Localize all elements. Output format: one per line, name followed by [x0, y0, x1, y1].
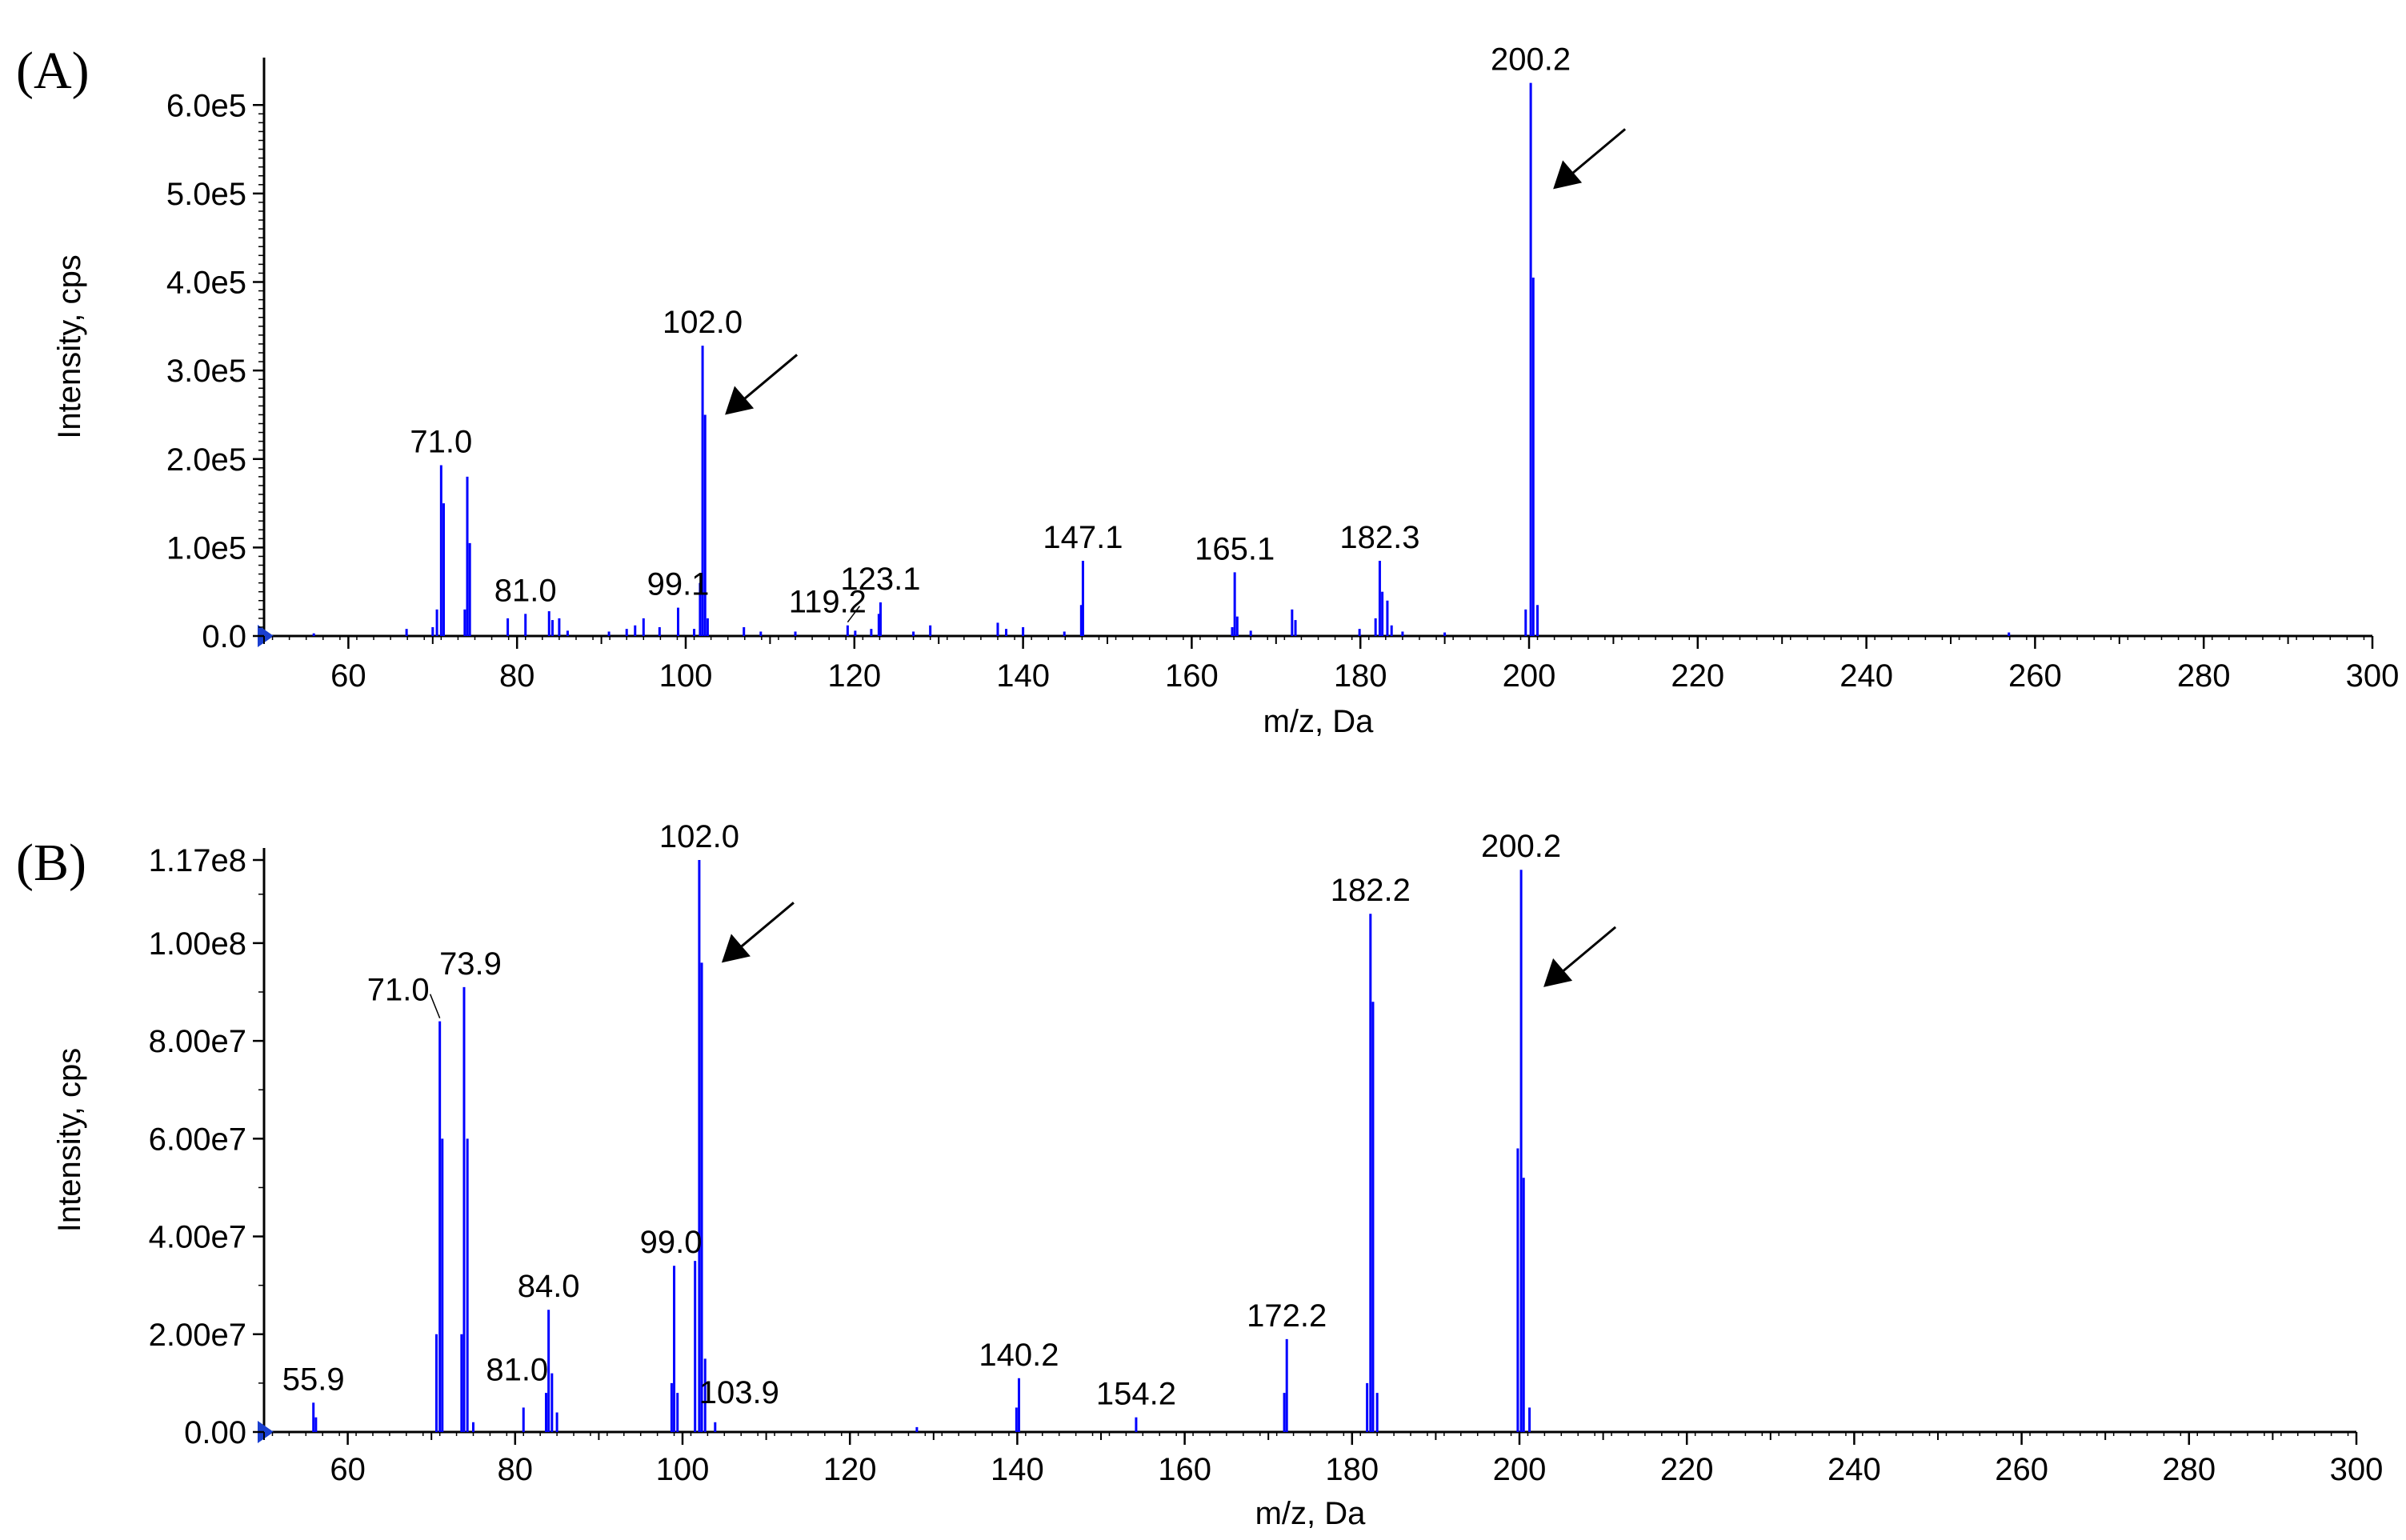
peak-label: 154.2 — [1096, 1377, 1176, 1412]
x-tick-label: 140 — [991, 1452, 1044, 1487]
peak-label: 73.9 — [439, 946, 502, 982]
arrow-shaft — [1560, 926, 1617, 974]
x-tick-label: 100 — [656, 1452, 710, 1487]
peak-label: 165.1 — [1195, 531, 1275, 566]
peak-label: 71.0 — [410, 424, 472, 459]
x-tick-label: 260 — [1995, 1452, 2048, 1487]
x-tick-label: 120 — [827, 658, 881, 694]
x-tick-label: 100 — [659, 658, 713, 694]
panel-label: (A) — [16, 42, 90, 100]
label-leader-line — [847, 606, 860, 623]
origin-marker-icon — [258, 1421, 274, 1443]
x-tick-label: 260 — [2008, 658, 2062, 694]
x-tick-label: 280 — [2162, 1452, 2216, 1487]
y-tick-label: 2.00e7 — [149, 1318, 246, 1353]
arrow-head-icon — [1543, 958, 1573, 987]
x-tick-label: 140 — [996, 658, 1050, 694]
y-tick-label: 6.00e7 — [149, 1122, 246, 1157]
y-tick-label: 5.0e5 — [166, 177, 246, 212]
peak-label: 182.3 — [1339, 520, 1419, 555]
x-tick-label: 200 — [1493, 1452, 1547, 1487]
x-tick-label: 240 — [1840, 658, 1893, 694]
panel-a: (A) 60 80 100 120 140 160 180 200 220 240 260 280 300… — [16, 42, 2399, 739]
y-tick-label: 3.0e5 — [166, 354, 246, 389]
peak-label: 99.1 — [647, 567, 710, 602]
y-tick-label: 1.17e8 — [149, 843, 246, 878]
panel-b: (B) 60 80 100 120 140 160 180 200 220 240 260 280 300… — [16, 819, 2383, 1531]
y-tick-label: 2.0e5 — [166, 442, 246, 478]
y-tick-label: 8.00e7 — [149, 1024, 246, 1059]
x-tick-label: 120 — [823, 1452, 877, 1487]
y-tick-label: 4.00e7 — [149, 1220, 246, 1255]
peak-label: 102.0 — [659, 819, 739, 854]
origin-marker-icon — [258, 625, 274, 647]
peak-label: 102.0 — [663, 305, 743, 340]
peak-label: 99.0 — [640, 1225, 703, 1260]
x-tick-label: 280 — [2177, 658, 2231, 694]
x-tick-label: 80 — [499, 658, 535, 694]
arrow-shaft — [742, 354, 799, 402]
x-axis-title: m/z, Da — [1263, 704, 1375, 739]
peak-label: 200.2 — [1491, 42, 1571, 78]
x-tick-label: 160 — [1165, 658, 1219, 694]
peak-label: 71.0 — [367, 973, 430, 1008]
x-tick-label: 160 — [1158, 1452, 1211, 1487]
x-tick-label: 180 — [1325, 1452, 1379, 1487]
x-tick-label: 220 — [1660, 1452, 1714, 1487]
arrow-head-icon — [721, 934, 751, 963]
peak-label: 200.2 — [1481, 829, 1561, 864]
y-tick-label: 4.0e5 — [166, 266, 246, 301]
x-tick-label: 300 — [2346, 658, 2400, 694]
peak-label: 81.0 — [494, 573, 557, 608]
y-tick-label: 0.00 — [184, 1415, 246, 1450]
peak-label: 84.0 — [518, 1269, 580, 1304]
peak-label: 140.2 — [979, 1338, 1059, 1373]
x-tick-label: 60 — [330, 1452, 366, 1487]
x-tick-label: 300 — [2330, 1452, 2384, 1487]
y-axis-title: Intensity, cps — [52, 1048, 87, 1232]
peak-label: 172.2 — [1247, 1298, 1327, 1334]
x-tick-label: 180 — [1334, 658, 1387, 694]
peak-label: 147.1 — [1043, 520, 1123, 555]
x-tick-label: 60 — [330, 658, 366, 694]
arrow-shaft — [738, 902, 795, 950]
x-tick-label: 200 — [1503, 658, 1556, 694]
x-tick-label: 80 — [498, 1452, 534, 1487]
x-axis-title: m/z, Da — [1255, 1496, 1367, 1531]
peak-label: 123.1 — [840, 562, 920, 597]
label-leader-line — [429, 994, 441, 1018]
peak-label: 103.9 — [699, 1375, 779, 1410]
arrow-head-icon — [1553, 160, 1583, 190]
peak-label: 55.9 — [282, 1362, 345, 1397]
y-tick-label: 0.0 — [202, 619, 246, 654]
y-tick-label: 1.0e5 — [166, 530, 246, 566]
x-tick-label: 240 — [1828, 1452, 1881, 1487]
peak-label: 182.2 — [1331, 873, 1411, 908]
arrow-shaft — [1570, 128, 1627, 176]
panel-label: (B) — [16, 834, 86, 892]
x-tick-label: 220 — [1671, 658, 1724, 694]
arrow-head-icon — [725, 386, 755, 415]
y-tick-label: 1.00e8 — [149, 926, 246, 962]
y-axis-title: Intensity, cps — [52, 254, 87, 438]
peak-label: 81.0 — [486, 1352, 548, 1387]
y-tick-label: 6.0e5 — [166, 88, 246, 123]
